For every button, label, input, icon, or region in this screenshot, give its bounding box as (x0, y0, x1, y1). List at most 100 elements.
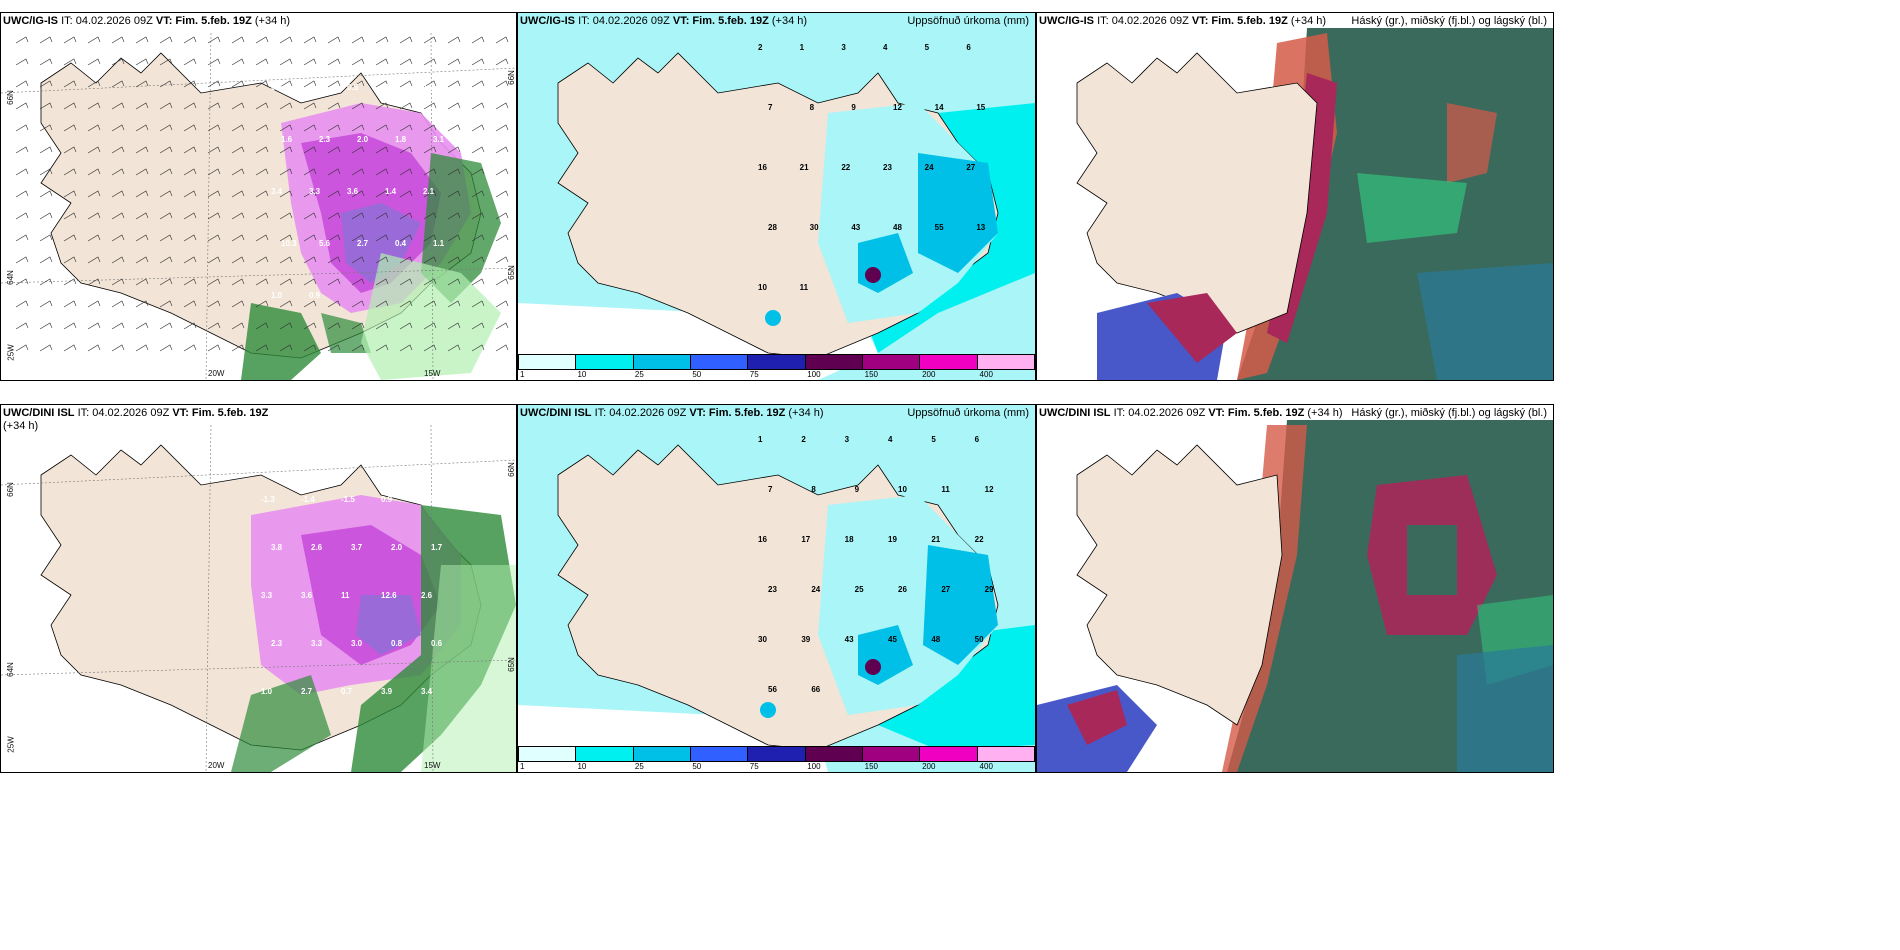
legend-tick-label: 50 (692, 762, 702, 771)
panel-clouds-igis: UWC/IG-IS IT: 04.02.2026 09Z VT: Fim. 5.… (1036, 12, 1554, 381)
map-value-label: 2.6 (311, 543, 323, 552)
panel-variable-title: Háský (gr.), miðský (fj.bl.) og lágský (… (1351, 15, 1547, 27)
lead-time: (+34 h) (1307, 407, 1343, 419)
lon-label-20w: 20W (208, 369, 225, 378)
legend-tick-label: 400 (979, 762, 993, 771)
valid-time: VT: Fim. 5.feb. 19Z (155, 15, 252, 27)
map-value-label: 1.4 (385, 187, 397, 196)
model-name: UWC/DINI ISL (3, 407, 75, 419)
panel-variable-title: Uppsöfnuð úrkoma (mm) (907, 407, 1029, 419)
precip-legend-ticks: 1 10 25 50 75 100 150 200 400 (518, 762, 1035, 772)
map-value-label: 24 (924, 163, 934, 172)
map-value-label: 0.9 (309, 291, 321, 300)
map-value-label: 3.4 (421, 687, 433, 696)
map-value-label: 12.6 (381, 591, 397, 600)
model-name: UWC/IG-IS (3, 15, 58, 27)
lat-label-66n-right: 66N (506, 462, 516, 477)
model-name: UWC/DINI ISL (1039, 407, 1111, 419)
map-value-label: 2.0 (357, 135, 369, 144)
map-value-label: 2.6 (421, 591, 433, 600)
map-value-label: 15 (976, 103, 986, 112)
map-value-label: 5 (931, 435, 936, 444)
map-value-label: 4 (883, 43, 888, 52)
legend-tick-label: 200 (922, 762, 936, 771)
legend-tick-label: 50 (692, 370, 702, 379)
map-value-label: 3.4 (271, 187, 283, 196)
lat-label-25w: 25W (6, 736, 16, 753)
lat-label-66n-right: 66N (506, 70, 516, 85)
lead-time: (+34 (3, 420, 26, 432)
legend-swatch (977, 354, 1035, 370)
init-time: IT: 04.02.2026 09Z (61, 15, 153, 27)
map-value-label: 2 (801, 435, 806, 444)
map-value-label: 30 (758, 635, 767, 644)
map-value-label: 2.7 (301, 687, 313, 696)
init-time: IT: 04.02.2026 09Z (1097, 15, 1189, 27)
map-value-label: 56 (768, 685, 777, 694)
map-value-label: 43 (844, 635, 854, 644)
map-value-label: 0.9 (381, 495, 393, 504)
legend-tick-label: 25 (634, 762, 644, 771)
map-value-label: 30 (809, 223, 819, 232)
precip-color-legend (518, 354, 1035, 370)
map-value-label: 2.3 (319, 135, 331, 144)
legend-tick-label: 150 (864, 370, 879, 379)
lat-label-65n-right: 65N (506, 657, 516, 672)
map-value-label: 9 (854, 485, 860, 494)
map-value-label: -1.4 (301, 495, 315, 504)
map-value-label: 3.6 (347, 187, 359, 196)
map-value-label: 19 (888, 535, 897, 544)
panel-precip-igis: UWC/IG-IS IT: 04.02.2026 09Z VT: Fim. 5.… (517, 12, 1036, 381)
map-value-label: 0.8 (391, 639, 403, 648)
map-value-label: 2.0 (391, 543, 403, 552)
legend-tick-label: 25 (634, 370, 644, 379)
map-value-label: 21 (931, 535, 941, 544)
legend-swatch (576, 354, 634, 370)
map-value-label: 21 (799, 163, 809, 172)
valid-time: VT: Fim. 5.feb. 19Z (1191, 15, 1288, 27)
map-value-label: 1.0 (261, 687, 273, 696)
lat-label-66n: 66N (5, 482, 15, 497)
legend-swatch (518, 354, 577, 370)
map-value-label: 25 (854, 585, 864, 594)
map-precip (518, 405, 1035, 772)
map-value-label: 1 (799, 43, 805, 52)
init-time: IT: 04.02.2026 09Z (578, 15, 670, 27)
legend-tick-label: 75 (749, 762, 759, 771)
lead-time: (+34 h) (1290, 15, 1327, 27)
map-value-label: 29 (984, 585, 994, 594)
map-value-label: 3.3 (261, 591, 273, 600)
panel-header: UWC/IG-IS IT: 04.02.2026 09Z VT: Fim. 5.… (1039, 15, 1549, 33)
lead-time-cont: h) (28, 420, 39, 432)
lat-label-64n: 64N (5, 662, 15, 677)
panel-wind-snow-dini: UWC/DINI ISL IT: 04.02.2026 09Z VT: Fim.… (0, 404, 517, 773)
legend-tick-label: 200 (922, 370, 936, 379)
legend-tick-label: 75 (749, 370, 759, 379)
map-wind-snow (1, 405, 516, 772)
panel-header: UWC/DINI ISL IT: 04.02.2026 09Z VT: Fim.… (3, 407, 293, 432)
map-value-label: 43 (851, 223, 861, 232)
model-name: UWC/DINI ISL (520, 407, 592, 419)
lon-label-15w: 15W (424, 369, 441, 378)
legend-tick-label: 150 (864, 762, 879, 771)
panel-header: UWC/IG-IS IT: 04.02.2026 09Z VT: Fim. 5.… (3, 15, 512, 33)
map-value-label: 45 (888, 635, 897, 644)
map-value-label: 3.6 (301, 591, 313, 600)
legend-swatch (920, 746, 978, 762)
map-value-label: 2 (758, 43, 763, 52)
map-value-label: 28 (768, 223, 777, 232)
map-value-label: 3.9 (381, 687, 393, 696)
map-value-label: 23 (883, 163, 892, 172)
panel-variable-title: Háský (gr.), miðský (fj.bl.) og lágský (… (1351, 407, 1547, 419)
map-value-label: 7 (768, 103, 773, 112)
legend-tick-label: 1 (520, 370, 525, 379)
map-value-label: 4 (888, 435, 893, 444)
init-time: IT: 04.02.2026 09Z (1113, 407, 1206, 419)
legend-swatch (862, 746, 921, 762)
map-value-label: 0.6 (431, 639, 443, 648)
map-value-label: 1 (758, 435, 763, 444)
map-value-label: 3 (841, 43, 846, 52)
map-value-label: 0.4 (395, 239, 407, 248)
legend-tick-label: 100 (807, 762, 821, 771)
panel-header: UWC/DINI ISL IT: 04.02.2026 09Z VT: Fim.… (520, 407, 1031, 425)
